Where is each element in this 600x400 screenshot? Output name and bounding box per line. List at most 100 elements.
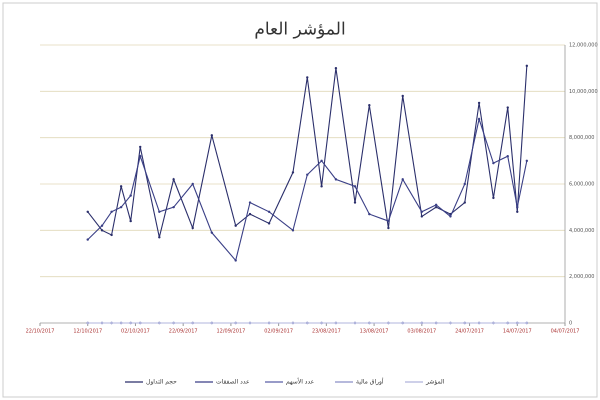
point — [158, 321, 161, 325]
point — [320, 321, 323, 325]
point — [334, 66, 338, 70]
point — [516, 205, 519, 209]
point — [139, 321, 142, 325]
point — [334, 321, 338, 325]
point — [100, 229, 104, 232]
point — [100, 321, 104, 325]
point — [172, 205, 175, 209]
point — [387, 219, 390, 223]
point — [492, 321, 495, 325]
point — [477, 117, 481, 121]
point — [110, 210, 113, 213]
x-tick-label: 22/10/2017 — [26, 329, 55, 335]
point — [139, 145, 142, 149]
point — [306, 321, 309, 325]
point — [172, 178, 175, 181]
point — [129, 194, 132, 197]
x-tick-label: 14/07/2017 — [503, 329, 532, 335]
point — [267, 222, 271, 225]
y-tick-label: 12,000,000 — [569, 43, 598, 49]
x-tick-label: 24/07/2017 — [455, 329, 484, 335]
point — [401, 321, 404, 325]
y-tick-label: 10,000,000 — [569, 89, 598, 95]
point — [420, 321, 424, 325]
legend-label: أوراق مالية — [356, 378, 384, 386]
x-tick-label: 04/07/2017 — [551, 329, 580, 335]
point — [86, 321, 89, 325]
point — [434, 205, 438, 209]
point — [320, 159, 323, 163]
y-tick-label: 0 — [569, 321, 572, 327]
point — [387, 226, 390, 230]
point — [506, 321, 509, 325]
legend-label: عدد الصفقات — [216, 379, 250, 386]
point — [234, 321, 237, 325]
point — [248, 212, 252, 216]
point — [210, 231, 214, 234]
legend-label: حجم التداول — [146, 379, 177, 386]
y-tick-label: 6,000,000 — [569, 182, 594, 188]
point — [86, 238, 89, 241]
point — [434, 321, 438, 325]
x-tick-label: 02/10/2017 — [121, 329, 150, 335]
point — [267, 210, 271, 213]
point — [129, 219, 132, 223]
point — [320, 185, 323, 188]
point — [100, 224, 104, 227]
series-line — [87, 117, 528, 262]
point — [387, 321, 390, 325]
point — [210, 134, 214, 137]
point — [191, 182, 194, 186]
point — [110, 321, 113, 325]
point — [234, 224, 237, 227]
point — [420, 215, 424, 218]
point — [110, 233, 113, 237]
x-tick-label: 12/09/2017 — [216, 329, 245, 335]
point — [248, 201, 252, 204]
point — [525, 321, 529, 325]
point — [525, 64, 529, 68]
point — [267, 321, 271, 325]
point — [306, 173, 309, 176]
point — [506, 155, 509, 158]
point — [191, 226, 194, 230]
point — [248, 321, 252, 325]
point — [158, 236, 161, 239]
point — [368, 321, 371, 325]
point — [420, 210, 424, 213]
point — [463, 201, 466, 204]
x-tick-label: 03/08/2017 — [407, 329, 436, 335]
point — [492, 161, 495, 165]
point — [368, 104, 371, 107]
point — [492, 196, 495, 200]
point — [119, 205, 123, 209]
point — [119, 185, 123, 188]
y-tick-label: 8,000,000 — [569, 135, 594, 141]
point — [516, 321, 519, 325]
point — [129, 321, 132, 325]
point — [86, 210, 89, 213]
point — [191, 321, 194, 325]
point — [291, 229, 295, 232]
y-tick-label: 2,000,000 — [569, 274, 594, 280]
point — [172, 321, 175, 325]
legend-label: عدد الأسهم — [286, 378, 314, 386]
point — [368, 212, 371, 216]
point — [139, 155, 142, 158]
x-tick-label: 12/10/2017 — [73, 329, 102, 335]
point — [463, 321, 466, 325]
point — [516, 210, 519, 213]
point — [434, 203, 438, 207]
point — [506, 106, 509, 109]
point — [119, 321, 123, 325]
point — [291, 321, 295, 325]
point — [234, 259, 237, 262]
point — [463, 182, 466, 186]
point — [525, 159, 529, 163]
point — [477, 321, 481, 325]
point — [334, 178, 338, 181]
legend-label: المؤشر — [425, 379, 445, 386]
y-tick-label: 4,000,000 — [569, 228, 594, 234]
